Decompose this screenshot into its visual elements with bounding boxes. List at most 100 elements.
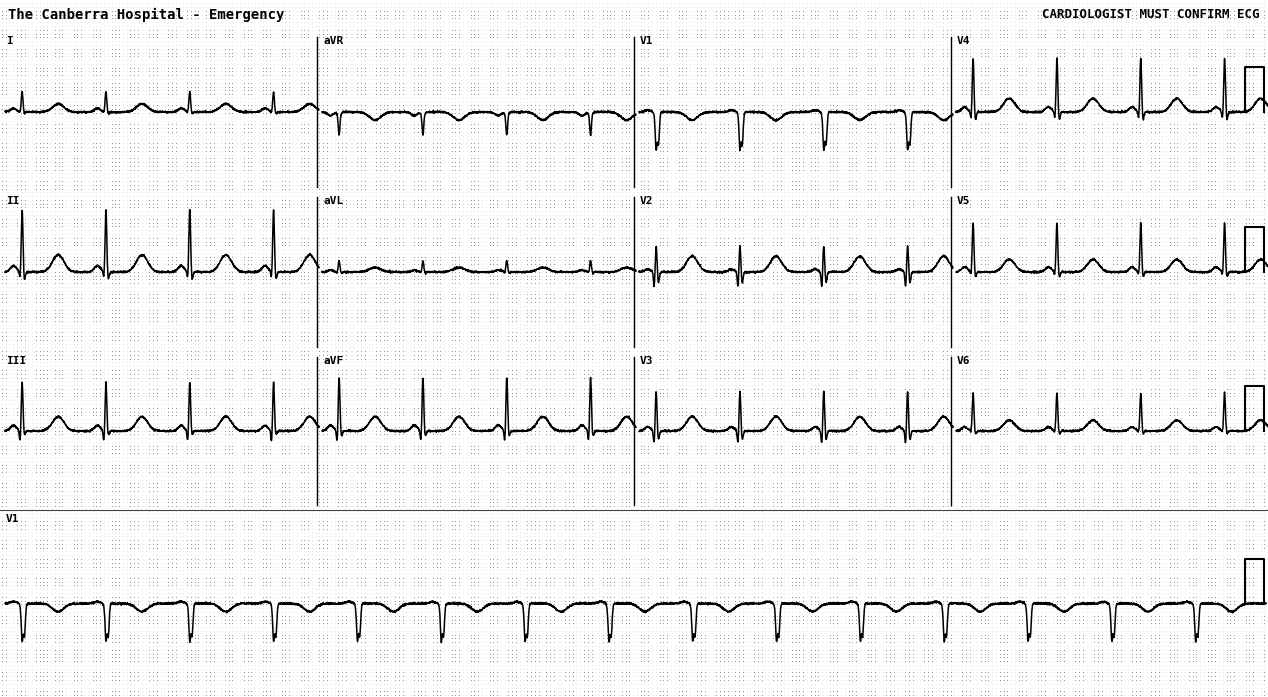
Point (86, 9, 107, 20)
Point (214, 516, 235, 527)
Point (340, 516, 360, 527)
Point (592, 583, 612, 595)
Point (771, 671, 791, 682)
Point (960, 323, 980, 334)
Point (1061, 686, 1082, 697)
Point (1141, 107, 1161, 118)
Point (392, 636, 412, 648)
Point (626, 92, 647, 103)
Point (548, 77, 568, 89)
Point (158, 304, 179, 315)
Point (506, 32, 526, 43)
Point (283, 459, 303, 470)
Point (948, 145, 969, 156)
Point (1183, 160, 1203, 171)
Point (668, 300, 689, 312)
Point (812, 118, 832, 130)
Point (1122, 440, 1142, 451)
Point (332, 183, 353, 194)
Point (230, 85, 250, 96)
Point (374, 641, 394, 652)
Point (287, 20, 307, 31)
Point (529, 232, 549, 243)
Point (1046, 315, 1066, 326)
Point (544, 17, 564, 28)
Point (615, 644, 635, 655)
Point (914, 561, 935, 572)
Point (563, 599, 583, 610)
Point (645, 368, 666, 379)
Point (1054, 36, 1074, 47)
Point (861, 145, 881, 156)
Point (623, 77, 643, 89)
Point (683, 410, 704, 421)
Point (44, 304, 65, 315)
Point (166, 682, 186, 693)
Point (191, 365, 212, 376)
Point (1212, 13, 1232, 24)
Point (1197, 478, 1217, 489)
Point (721, 24, 742, 36)
Point (737, 418, 757, 429)
Point (275, 24, 295, 36)
Point (850, 160, 870, 171)
Point (14, 73, 34, 84)
Point (956, 315, 976, 326)
Point (124, 112, 145, 123)
Point (842, 213, 862, 224)
Point (1134, 202, 1154, 213)
Point (139, 221, 160, 232)
Point (1183, 330, 1203, 342)
Point (113, 153, 133, 164)
Point (1103, 603, 1123, 614)
Point (846, 285, 866, 296)
Point (453, 365, 473, 376)
Point (1239, 591, 1259, 602)
Point (344, 210, 364, 221)
Point (971, 365, 992, 376)
Point (634, 282, 654, 293)
Point (510, 77, 530, 89)
Point (653, 66, 673, 77)
Point (582, 28, 602, 39)
Point (63, 603, 84, 614)
Point (1042, 357, 1063, 368)
Point (321, 43, 341, 54)
Point (1187, 614, 1207, 625)
Point (737, 485, 757, 496)
Point (1205, 663, 1225, 674)
Point (725, 335, 746, 346)
Point (1019, 171, 1040, 183)
Point (385, 327, 406, 338)
Point (838, 380, 858, 391)
Point (846, 625, 866, 636)
Point (166, 561, 186, 572)
Point (0, 134, 11, 145)
Point (891, 372, 912, 383)
Point (888, 447, 908, 459)
Point (214, 463, 235, 474)
Point (514, 32, 534, 43)
Point (399, 644, 420, 655)
Point (132, 255, 152, 266)
Point (744, 421, 765, 432)
Point (237, 198, 257, 209)
Point (702, 421, 723, 432)
Point (1038, 599, 1059, 610)
Point (1069, 176, 1089, 187)
Point (283, 505, 303, 516)
Point (155, 478, 175, 489)
Point (521, 606, 541, 618)
Point (359, 126, 379, 137)
Point (899, 636, 919, 648)
Point (445, 66, 465, 77)
Point (910, 576, 931, 588)
Point (548, 595, 568, 606)
Point (52, 183, 72, 194)
Point (792, 213, 813, 224)
Point (1224, 505, 1244, 516)
Point (230, 187, 250, 198)
Point (48, 24, 68, 36)
Point (279, 59, 299, 70)
Point (945, 96, 965, 107)
